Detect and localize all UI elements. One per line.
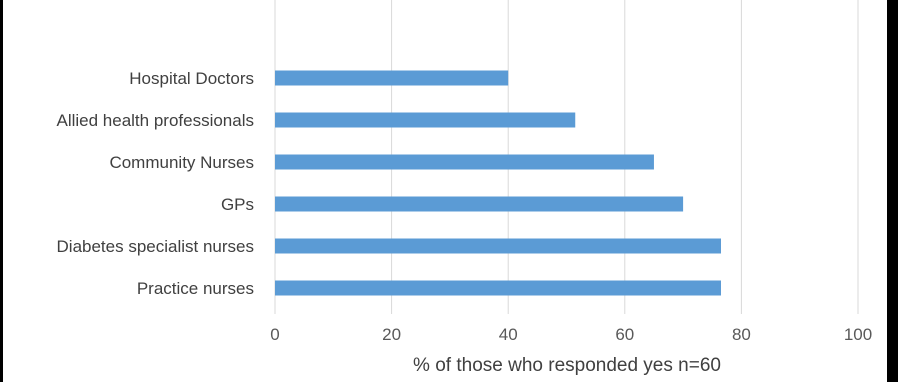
category-label-diabetes-specialist-nurses: Diabetes specialist nurses xyxy=(57,237,254,256)
x-tick-label-100: 100 xyxy=(844,325,872,344)
bar-diabetes-specialist-nurses xyxy=(275,238,721,254)
x-tick-label-80: 80 xyxy=(732,325,751,344)
bar-practice-nurses xyxy=(275,280,721,296)
category-label-gps: GPs xyxy=(221,195,254,214)
bar-allied-health-professionals xyxy=(275,112,576,128)
category-label-practice-nurses: Practice nurses xyxy=(137,279,254,298)
x-tick-label-60: 60 xyxy=(615,325,634,344)
category-label-allied-health-professionals: Allied health professionals xyxy=(56,111,254,130)
frame-border-right xyxy=(887,0,898,382)
x-tick-labels: 0 20 40 60 80 100 xyxy=(270,325,872,344)
x-tick-label-20: 20 xyxy=(382,325,401,344)
category-labels: Hospital Doctors Allied health profession… xyxy=(56,69,254,298)
bar-hospital-doctors xyxy=(275,70,509,86)
category-label-hospital-doctors: Hospital Doctors xyxy=(129,69,254,88)
x-tick-label-40: 40 xyxy=(499,325,518,344)
frame-border-left xyxy=(0,0,3,382)
bar-gps xyxy=(275,196,684,212)
bar-community-nurses xyxy=(275,154,654,170)
x-tick-label-0: 0 xyxy=(270,325,279,344)
category-label-community-nurses: Community Nurses xyxy=(109,153,254,172)
bar-series xyxy=(275,70,721,296)
x-axis-title: % of those who responded yes n=60 xyxy=(413,355,721,376)
